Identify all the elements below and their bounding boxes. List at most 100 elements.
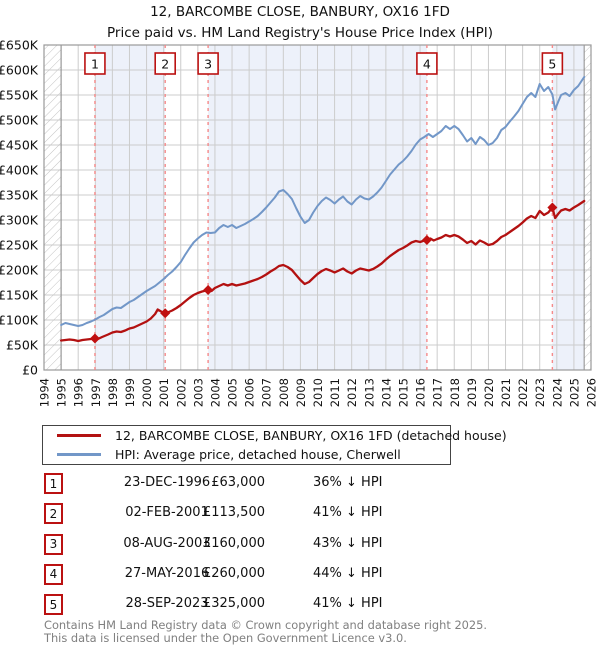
- price-chart: 1 2 3 4 5 £0 £50K £100K £150K £200K £250K £300K £350…: [0, 38, 599, 408]
- legend-item-property: 12, BARCOMBE CLOSE, BANBURY, OX16 1FD (d…: [43, 428, 507, 443]
- svg-text:3: 3: [204, 57, 212, 72]
- x-axis-label: 2013: [362, 378, 376, 407]
- sale-date: 23-DEC-1996: [123, 475, 211, 490]
- x-axis-label: 2025: [567, 378, 581, 407]
- sale-marker-2: [160, 308, 171, 319]
- svg-text:2: 2: [161, 57, 169, 72]
- x-axis-label: 2019: [465, 378, 479, 407]
- sale-price: £160,000: [202, 535, 265, 551]
- x-axis-label: 2007: [260, 378, 274, 407]
- x-axis-label: 2017: [431, 378, 445, 407]
- table-row: 5 28-SEP-2023 £325,000 41% ↓ HPI: [42, 589, 462, 619]
- y-axis-label: £250K: [0, 238, 39, 253]
- property-line-swatch: [57, 434, 101, 437]
- y-axis-label: £450K: [0, 138, 39, 153]
- sale-price: £325,000: [202, 596, 265, 612]
- x-axis-label: 1995: [55, 378, 69, 407]
- legend-label-property: 12, BARCOMBE CLOSE, BANBURY, OX16 1FD (d…: [115, 428, 507, 443]
- sale-hpi-diff: 41% ↓ HPI: [313, 505, 383, 521]
- no-data-hatch: [44, 45, 62, 370]
- table-row: 3 08-AUG-2003 £160,000 43% ↓ HPI: [42, 529, 462, 559]
- sale-number-badge-1: 1: [84, 52, 106, 75]
- x-axis-label: 2004: [208, 378, 222, 407]
- sale-number-badge-2: 2: [154, 52, 176, 75]
- x-axis-label: 1998: [106, 378, 120, 407]
- sale-marker-3: [203, 285, 214, 295]
- y-axis-label: £50K: [6, 338, 39, 353]
- page-title: 12, BARCOMBE CLOSE, BANBURY, OX16 1FD: [150, 4, 450, 20]
- row-number-badge: 3: [44, 533, 63, 555]
- y-axis-label: £400K: [0, 163, 39, 178]
- sale-marker-1: [89, 333, 100, 344]
- svg-text:1: 1: [91, 57, 99, 72]
- sale-marker-5: [547, 202, 558, 213]
- ownership-band: [94, 45, 166, 370]
- sale-hpi-diff: 44% ↓ HPI: [313, 565, 383, 581]
- table-row: 4 27-MAY-2016 £260,000 44% ↓ HPI: [42, 559, 462, 589]
- x-axis-label: 2010: [311, 378, 325, 407]
- footer-line-1: Contains HM Land Registry data © Crown c…: [44, 618, 488, 632]
- y-axis-label: £0: [22, 363, 38, 378]
- legend-item-hpi: HPI: Average price, detached house, Cher…: [43, 447, 450, 462]
- x-axis-label: 2006: [243, 378, 257, 407]
- x-axis-label: 2022: [516, 378, 530, 407]
- sale-hpi-diff: 41% ↓ HPI: [313, 596, 383, 612]
- y-axis-label: £550K: [0, 88, 39, 103]
- sale-number-badge-5: 5: [541, 52, 564, 75]
- page-subtitle: Price paid vs. HM Land Registry's House …: [107, 25, 493, 41]
- sale-date: 08-AUG-2003: [123, 535, 211, 551]
- sale-number-badge-4: 4: [416, 52, 438, 75]
- x-axis-label: 1997: [89, 378, 103, 407]
- row-number-badge: 4: [44, 563, 63, 585]
- x-axis-label: 2008: [277, 378, 291, 407]
- x-axis-label: 2001: [157, 378, 171, 407]
- svg-text:5: 5: [548, 57, 556, 72]
- sale-date: 02-FEB-2001: [125, 505, 209, 521]
- property-price-line: [59, 199, 586, 343]
- x-axis-label: 2003: [191, 378, 205, 407]
- x-axis-label: 2016: [414, 378, 428, 407]
- x-axis-label: 1994: [38, 378, 52, 407]
- y-axis-label: £200K: [0, 263, 39, 278]
- x-axis-label: 2011: [328, 378, 342, 407]
- x-axis-label: 2000: [140, 378, 154, 407]
- x-axis-label: 1996: [72, 378, 86, 407]
- x-axis-label: 2015: [396, 378, 410, 407]
- hpi-line-swatch: [57, 453, 101, 456]
- footer-line-2: This data is licensed under the Open Gov…: [44, 631, 407, 646]
- x-axis-label: 2005: [226, 378, 240, 407]
- x-axis-label: 2026: [585, 378, 599, 407]
- chart-legend: 12, BARCOMBE CLOSE, BANBURY, OX16 1FD (d…: [42, 425, 507, 465]
- svg-text:4: 4: [423, 57, 431, 72]
- sale-marker-4: [421, 235, 432, 245]
- x-axis-label: 2020: [482, 378, 496, 407]
- sale-price: £113,500: [202, 505, 265, 521]
- license-footer: Contains HM Land Registry data © Crown c…: [44, 618, 584, 646]
- x-axis-label: 2024: [550, 378, 564, 407]
- row-number-badge: 1: [44, 473, 63, 494]
- table-row: 1 23-DEC-1996 £63,000 36% ↓ HPI: [42, 468, 462, 498]
- sales-table: 1 23-DEC-1996 £63,000 36% ↓ HPI 2 02-FEB…: [42, 468, 462, 619]
- sale-hpi-diff: 36% ↓ HPI: [313, 475, 383, 490]
- y-axis-label: £600K: [0, 63, 39, 78]
- y-axis-label: £300K: [0, 213, 39, 228]
- sale-price: £63,000: [211, 475, 265, 490]
- sale-price: £260,000: [202, 565, 265, 581]
- plot-frame: [43, 44, 592, 371]
- sale-date: 28-SEP-2023: [125, 596, 209, 612]
- y-axis-label: £150K: [0, 288, 39, 303]
- y-axis-label: £650K: [0, 38, 39, 53]
- ownership-band: [552, 45, 585, 370]
- x-axis-label: 2021: [499, 378, 513, 407]
- y-axis-label: £500K: [0, 113, 39, 128]
- x-axis-label: 1999: [123, 378, 137, 407]
- row-number-badge: 2: [44, 503, 63, 525]
- x-axis-label: 2002: [174, 378, 188, 407]
- y-axis-label: £100K: [0, 313, 39, 328]
- legend-label-hpi: HPI: Average price, detached house, Cher…: [115, 447, 401, 462]
- no-data-hatch: [584, 45, 591, 370]
- x-axis-label: 2012: [345, 378, 359, 407]
- x-axis-label: 2014: [379, 378, 393, 407]
- x-axis-label: 2018: [448, 378, 462, 407]
